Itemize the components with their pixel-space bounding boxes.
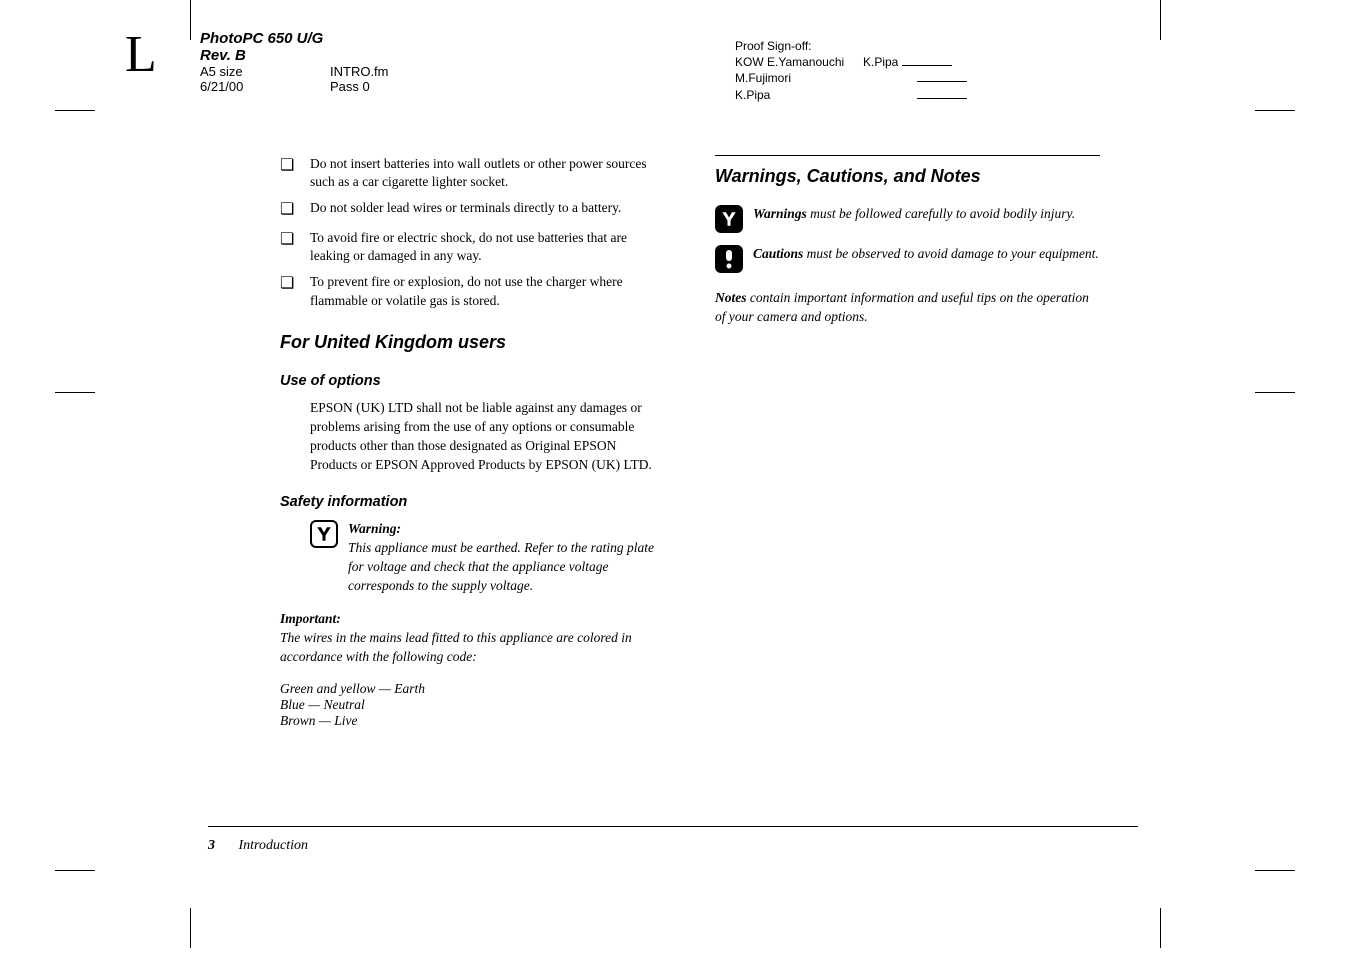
bullet-icon: ❏	[280, 199, 310, 221]
crop-mark	[1160, 908, 1161, 948]
doc-pass: Pass 0	[330, 79, 370, 94]
crop-mark	[190, 0, 191, 40]
cautions-body: must be observed to avoid damage to your…	[803, 246, 1098, 261]
bullet-icon: ❏	[280, 273, 310, 309]
heading-uk-users: For United Kingdom users	[280, 332, 665, 353]
signoff-3: K.Pipa	[735, 87, 913, 103]
footer-rule	[208, 826, 1138, 827]
crop-mark	[1160, 0, 1161, 40]
notes-body: contain important information and useful…	[715, 290, 1089, 324]
important-block: Important: The wires in the mains lead f…	[280, 610, 665, 667]
page-marker-l: L	[125, 25, 157, 84]
caution-icon	[715, 245, 743, 273]
header-left: PhotoPC 650 U/G Rev. B A5 size INTRO.fm …	[200, 30, 389, 94]
sign-line	[917, 98, 967, 99]
warning-block: Warning: This appliance must be earthed.…	[310, 520, 665, 596]
wire-3: Brown — Live	[280, 713, 665, 729]
cautions-row: Cautions must be observed to avoid damag…	[715, 245, 1100, 273]
warning-body: This appliance must be earthed. Refer to…	[348, 540, 654, 593]
warnings-label: Warnings	[753, 206, 807, 221]
content: ❏Do not insert batteries into wall outle…	[280, 155, 1100, 729]
warnings-text: Warnings must be followed carefully to a…	[753, 205, 1075, 233]
wire-2: Blue — Neutral	[280, 697, 665, 713]
use-options-text: EPSON (UK) LTD shall not be liable again…	[310, 399, 665, 475]
list-item: ❏To prevent fire or explosion, do not us…	[280, 273, 665, 309]
bullet-icon: ❏	[280, 155, 310, 191]
warning-label: Warning:	[348, 521, 401, 536]
warning-text: Warning: This appliance must be earthed.…	[348, 520, 665, 596]
footer: 3 Introduction	[208, 838, 308, 854]
page-number: 3	[208, 838, 215, 853]
divider	[715, 155, 1100, 156]
list-item: ❏Do not solder lead wires or terminals d…	[280, 199, 665, 221]
doc-date: 6/21/00	[200, 79, 330, 94]
cautions-label: Cautions	[753, 246, 803, 261]
wire-colors: Green and yellow — Earth Blue — Neutral …	[280, 681, 665, 730]
cautions-text: Cautions must be observed to avoid damag…	[753, 245, 1099, 273]
bullet-text: To avoid fire or electric shock, do not …	[310, 229, 665, 265]
crop-mark	[1255, 392, 1295, 393]
crop-mark	[1255, 870, 1295, 871]
right-column: Warnings, Cautions, and Notes Warnings m…	[715, 155, 1100, 729]
signoff-1b: K.Pipa	[863, 55, 898, 69]
bullet-text: Do not insert batteries into wall outlet…	[310, 155, 665, 191]
bullet-icon: ❏	[280, 229, 310, 265]
crop-mark	[55, 110, 95, 111]
wire-1: Green and yellow — Earth	[280, 681, 665, 697]
bullet-list: ❏Do not insert batteries into wall outle…	[280, 155, 665, 310]
sign-line	[917, 81, 967, 82]
header-right: Proof Sign-off: KOW E.YamanouchiK.Pipa M…	[735, 38, 967, 103]
sign-line	[902, 65, 952, 66]
crop-mark	[190, 908, 191, 948]
list-item: ❏To avoid fire or electric shock, do not…	[280, 229, 665, 265]
signoff-1a: KOW E.Yamanouchi	[735, 54, 863, 70]
left-column: ❏Do not insert batteries into wall outle…	[280, 155, 665, 729]
warnings-row: Warnings must be followed carefully to a…	[715, 205, 1100, 233]
warnings-body: must be followed carefully to avoid bodi…	[807, 206, 1075, 221]
warning-icon	[715, 205, 743, 233]
important-label: Important:	[280, 611, 341, 626]
warning-icon	[310, 520, 338, 548]
doc-size: A5 size	[200, 64, 330, 79]
crop-mark	[1255, 110, 1295, 111]
footer-section: Introduction	[239, 838, 308, 853]
doc-rev: Rev. B	[200, 47, 389, 64]
doc-title: PhotoPC 650 U/G	[200, 30, 389, 47]
list-item: ❏Do not insert batteries into wall outle…	[280, 155, 665, 191]
important-text: The wires in the mains lead fitted to th…	[280, 630, 632, 664]
proof-label: Proof Sign-off:	[735, 38, 967, 54]
crop-mark	[55, 392, 95, 393]
crop-mark	[55, 870, 95, 871]
signoff-2: M.Fujimori	[735, 70, 913, 86]
heading-wcn: Warnings, Cautions, and Notes	[715, 166, 1100, 187]
notes-label: Notes	[715, 290, 747, 305]
notes-text: Notes contain important information and …	[715, 289, 1100, 327]
doc-file: INTRO.fm	[330, 64, 389, 79]
bullet-text: To prevent fire or explosion, do not use…	[310, 273, 665, 309]
heading-use-options: Use of options	[280, 373, 665, 389]
heading-safety: Safety information	[280, 494, 665, 510]
bullet-text: Do not solder lead wires or terminals di…	[310, 199, 621, 221]
